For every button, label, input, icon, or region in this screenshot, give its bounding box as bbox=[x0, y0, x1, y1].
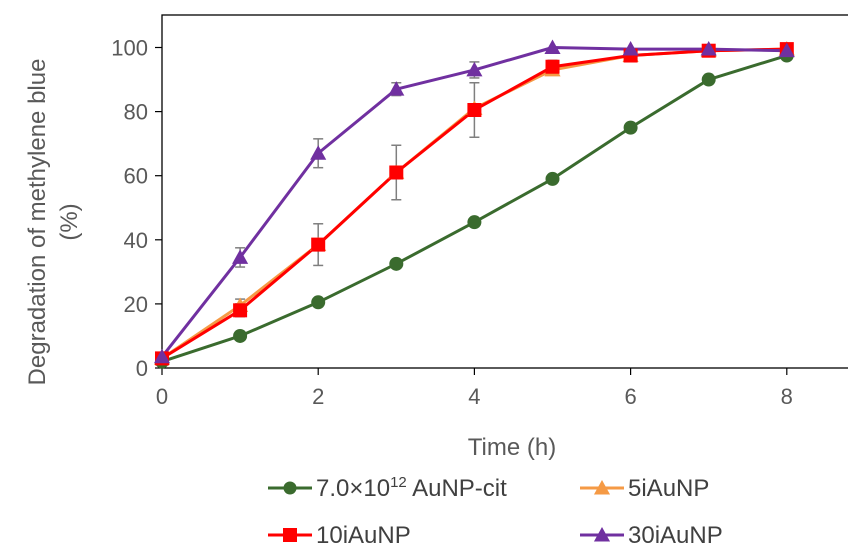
data-point-series-2 bbox=[467, 102, 482, 117]
data-point-series-0 bbox=[233, 328, 248, 343]
data-point-series-0 bbox=[623, 120, 638, 135]
y-tick-label: 60 bbox=[124, 164, 148, 189]
legend: 7.0×1012 AuNP-cit 5iAuNP 10iAuNP 30iAuNP bbox=[268, 474, 723, 549]
data-point-series-3 bbox=[153, 348, 171, 364]
legend-marker bbox=[593, 526, 611, 542]
legend-marker bbox=[283, 481, 297, 495]
data-point-series-2 bbox=[233, 303, 248, 318]
plot-frame bbox=[161, 14, 848, 369]
y-tick-label: 20 bbox=[124, 292, 148, 317]
legend-item: 10iAuNP bbox=[268, 522, 411, 549]
y-tick-label: 40 bbox=[124, 228, 148, 253]
data-point-series-3 bbox=[388, 81, 405, 96]
y-tick-label: 80 bbox=[124, 100, 148, 125]
data-point-series-2 bbox=[545, 59, 560, 74]
y-axis-title-line1: Degradation of methylene blue bbox=[24, 59, 51, 386]
legend-label: 5iAuNP bbox=[628, 475, 709, 502]
data-point-series-3 bbox=[700, 41, 717, 56]
data-point-series-3 bbox=[232, 249, 249, 264]
legend-label: 7.0×1012 AuNP-cit bbox=[316, 474, 507, 502]
error-bars bbox=[235, 48, 714, 318]
data-point-series-3 bbox=[778, 42, 795, 58]
data-point-series-0 bbox=[311, 295, 326, 310]
series-markers bbox=[153, 39, 795, 369]
y-axis-title-line2: (%) bbox=[56, 203, 83, 240]
data-point-series-0 bbox=[545, 171, 560, 186]
data-point-series-0 bbox=[389, 256, 404, 271]
y-tick-label: 100 bbox=[111, 36, 148, 61]
x-tick-label: 0 bbox=[156, 384, 168, 409]
x-tick-label: 2 bbox=[312, 384, 324, 409]
data-point-series-3 bbox=[310, 145, 327, 160]
data-point-series-3 bbox=[622, 41, 639, 56]
x-axis-title: Time (h) bbox=[468, 434, 556, 461]
y-tick-labels: 0 20 40 60 80 100 bbox=[111, 36, 148, 382]
data-point-series-0 bbox=[467, 215, 482, 230]
legend-item: 5iAuNP bbox=[580, 475, 709, 502]
x-tick-label: 4 bbox=[468, 384, 480, 409]
data-point-series-3 bbox=[466, 61, 483, 77]
axes bbox=[155, 14, 848, 375]
y-tick-label: 0 bbox=[136, 356, 148, 381]
data-point-series-2 bbox=[311, 237, 326, 252]
data-point-series-2 bbox=[389, 165, 404, 180]
x-tick-labels: 0 2 4 6 8 bbox=[156, 384, 793, 409]
data-point-series-3 bbox=[544, 39, 561, 54]
x-tick-label: 6 bbox=[624, 384, 636, 409]
data-point-series-0 bbox=[701, 72, 716, 87]
legend-label: 30iAuNP bbox=[628, 522, 723, 549]
legend-item: 7.0×1012 AuNP-cit bbox=[268, 474, 507, 502]
legend-label: 10iAuNP bbox=[316, 522, 411, 549]
x-tick-label: 8 bbox=[781, 384, 793, 409]
legend-marker bbox=[283, 528, 297, 542]
legend-marker bbox=[593, 479, 611, 495]
legend-item: 30iAuNP bbox=[580, 522, 723, 549]
